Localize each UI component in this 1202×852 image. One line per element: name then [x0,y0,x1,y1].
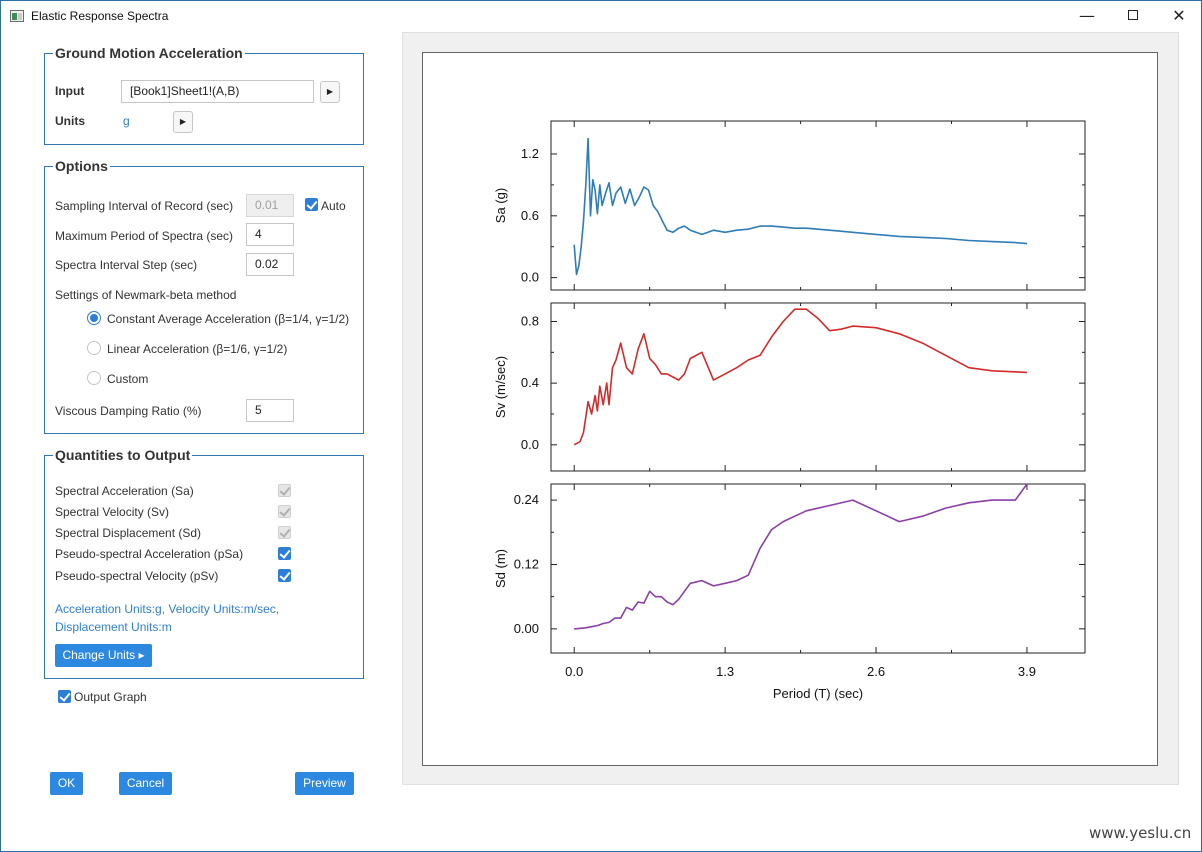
title-bar: Elastic Response Spectra — ✕ [1,1,1201,31]
sampling-interval-label: Sampling Interval of Record (sec) [55,199,234,213]
sv-ytick-label: 0.0 [521,437,539,452]
graph-page: 0.0 0.6 1.2 Sa (g) 0.0 0.4 0.8 Sv (m/sec) 0.00… [422,52,1158,766]
sa-plot-frame [550,120,1086,291]
close-button[interactable]: ✕ [1172,6,1186,25]
units-value[interactable]: g [123,114,130,128]
maximize-button[interactable] [1110,1,1156,31]
quantity-sv-checkbox[interactable] [278,505,291,518]
sv-panel: 0.0 0.4 0.8 Sv (m/sec) [493,302,1086,472]
sa-ytick-label: 0.6 [521,208,539,223]
quantity-psa-label: Pseudo-spectral Acceleration (pSa) [55,547,244,561]
sampling-interval-input[interactable]: 0.01 [246,194,294,217]
input-select-button[interactable]: ▶ [320,81,340,103]
output-graph-label: Output Graph [74,690,147,704]
sd-plot-frame [550,483,1086,654]
interval-step-label: Spectra Interval Step (sec) [55,258,198,272]
auto-label: Auto [321,199,346,213]
input-label: Input [55,84,85,98]
x-tick-label: 0.0 [565,664,583,679]
radio-linear-acceleration[interactable] [87,341,101,355]
response-spectra-chart: 0.00.61.2Sa (g) 0.00.40.8Sv (m/sec) 0.00… [493,120,1086,701]
interval-step-input[interactable]: 0.02 [246,253,294,276]
sd-series-line [574,483,1028,630]
quantity-psv-checkbox[interactable] [278,569,291,582]
units-summary-line1: Acceleration Units:g, Velocity Units:m/s… [55,602,280,616]
quantity-sd-label: Spectral Displacement (Sd) [55,526,202,540]
cancel-button[interactable]: Cancel [119,772,172,795]
radio-constant-average[interactable] [87,311,101,325]
watermark: www.yeslu.cn [1089,824,1192,842]
minimize-button[interactable]: — [1079,6,1095,25]
sa-ytick-label: 1.2 [521,146,539,161]
sv-ylabel: Sv (m/sec) [493,356,508,418]
sd-ytick-label: 0.12 [514,556,539,571]
quantity-psv-label: Pseudo-spectral Velocity (pSv) [55,569,219,583]
options-title: Options [53,158,110,174]
method-custom-label: Custom [107,372,149,386]
sd-ytick-label: 0.00 [514,621,539,636]
auto-checkbox[interactable] [305,198,318,211]
app-icon [10,10,24,22]
sa-ytick-label: 0.0 [521,270,539,285]
preview-button[interactable]: Preview [295,772,354,795]
quantities-title: Quantities to Output [53,447,193,463]
sd-ylabel: Sd (m) [493,549,508,588]
output-graph-checkbox[interactable] [58,690,71,703]
quantity-sv-label: Spectral Velocity (Sv) [55,505,170,519]
method-constant-average-label: Constant Average Acceleration (β=1/4, γ=… [107,312,350,326]
sa-series-line [573,137,1028,276]
quantity-sa-label: Spectral Acceleration (Sa) [55,484,194,498]
quantity-psa-checkbox[interactable] [278,547,291,560]
ground-motion-group: Ground Motion Acceleration Input [Book1]… [44,45,364,145]
window-title: Elastic Response Spectra [31,9,169,23]
quantity-sa-checkbox[interactable] [278,484,291,497]
input-field[interactable]: [Book1]Sheet1!(A,B) [121,80,314,103]
options-group: Options Sampling Interval of Record (sec… [44,158,364,434]
radio-custom[interactable] [87,371,101,385]
damping-input[interactable]: 5 [246,399,294,422]
quantities-group: Quantities to Output Spectral Accelerati… [44,447,364,679]
quantity-sd-checkbox[interactable] [278,526,291,539]
damping-label: Viscous Damping Ratio (%) [55,404,202,418]
x-tick-label: 3.9 [1018,664,1036,679]
ground-motion-title: Ground Motion Acceleration [53,45,245,61]
ok-button[interactable]: OK [50,772,83,795]
sv-plot-frame [550,302,1086,472]
newmark-label: Settings of Newmark-beta method [55,288,237,302]
units-label: Units [55,114,85,128]
method-linear-acceleration-label: Linear Acceleration (β=1/6, γ=1/2) [107,342,288,356]
sa-ylabel: Sa (g) [493,188,508,223]
max-period-label: Maximum Period of Spectra (sec) [55,229,234,243]
x-tick-label: 1.3 [716,664,734,679]
x-axis: 0.0 1.3 2.6 3.9 [565,664,1036,679]
sd-ytick-label: 0.24 [514,492,539,507]
units-summary-line2: Displacement Units:m [55,620,172,634]
sv-series-line [573,308,1028,446]
x-tick-label: 2.6 [867,664,885,679]
sa-panel: 0.0 0.6 1.2 Sa (g) [493,120,1086,291]
max-period-input[interactable]: 4 [246,223,294,246]
units-select-button[interactable]: ▶ [173,111,193,133]
sv-ytick-label: 0.4 [521,375,539,390]
sv-ytick-label: 0.8 [521,313,539,328]
sd-panel: 0.00 0.12 0.24 Sd (m) [493,483,1086,654]
change-units-button[interactable]: Change Units ▸ [55,644,152,667]
maximize-icon [1128,10,1138,20]
x-axis-label: Period (T) (sec) [773,686,863,701]
